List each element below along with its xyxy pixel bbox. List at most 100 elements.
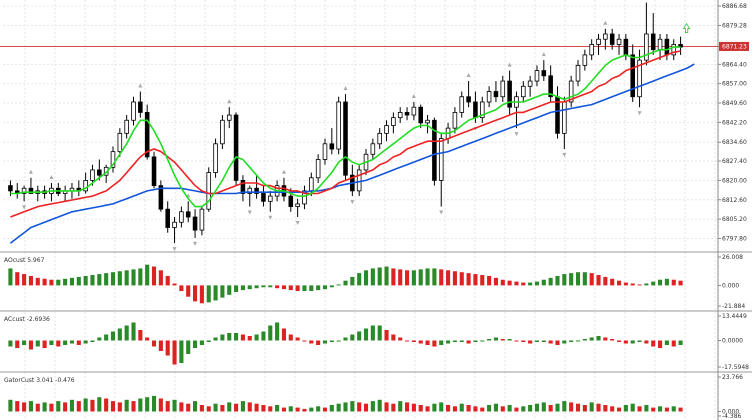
ac-histogram-bar [658,340,663,348]
candle-body [124,119,129,134]
gator-histogram-bar [582,405,587,412]
ao-histogram-bar [487,275,492,286]
ac-histogram-bar [83,340,88,344]
gator-histogram-bar [336,403,341,412]
candle-body [404,112,410,116]
price-axis: 6886.68 6879.28 6871.23 6864.40 6857.00 6849.… [718,3,749,420]
ao-histogram-bar [459,272,464,286]
candle-body [671,44,677,56]
ao-histogram-bar [42,278,47,286]
gator-histogram-bar [199,405,204,412]
candle-body [527,80,533,87]
ac-histogram-bar [459,340,464,342]
ao-histogram-bar [370,268,375,286]
indicator-axis-label: -4.386 [722,413,742,420]
gator-histogram-bar [514,407,519,412]
price-axis-label: 6842.20 [722,119,747,126]
gator-histogram-bar [473,406,478,412]
ac-histogram-bar [76,340,81,345]
candle-body [336,101,341,150]
ao-histogram-bar [425,268,430,286]
candle-body [151,156,157,187]
candle-body [473,101,478,119]
candle-body [192,216,198,231]
ao-histogram-bar [247,285,252,290]
candle-body [623,38,629,56]
gator-histogram-bar [630,403,635,412]
candle-body [384,125,389,134]
ao-histogram-bar [90,275,95,286]
candle-body [110,151,116,168]
ac-histogram-bar [644,340,649,344]
indicator-axis-label: 23.766 [722,374,743,381]
ac-histogram-bar [425,340,430,345]
candle-body [411,106,417,116]
candle-body [172,221,177,228]
ac-histogram-bar [500,339,505,341]
ao-histogram-bar [541,279,546,286]
candle-body [391,117,396,126]
ao-histogram-bar [343,280,348,286]
gator-histogram-bar [384,402,389,412]
gator-histogram-bar [227,402,232,412]
ac-histogram-bar [42,340,47,348]
ao-oscillator-panel: AOcust 5.967 [4,257,683,304]
fractal-up-marker [466,73,471,78]
ao-histogram-bar [275,285,280,289]
ao-histogram-bar [329,285,334,288]
gator-histogram-bar [309,407,314,412]
gator-histogram-bar [671,406,676,412]
gator-histogram-bar [487,405,492,412]
ac-histogram-bar [104,334,109,341]
ac-histogram-bar [514,340,519,342]
ac-histogram-bar [582,339,587,341]
candle-body [630,54,635,98]
indicator-title: AOcust 5.967 [4,257,45,264]
fractal-up-marker [227,99,232,104]
ao-histogram-bar [138,268,143,286]
ac-histogram-bar [432,340,437,347]
candle-body [165,208,170,228]
candle-body [240,180,246,194]
ac-histogram-bar [145,337,150,341]
buy-signal-arrow-icon [682,22,691,34]
candle-body [425,119,430,124]
gator-histogram-bar [534,403,540,412]
ac-histogram-bar [616,340,622,342]
ao-histogram-bar [357,273,362,286]
candle-body [521,85,526,98]
candle-body [568,80,574,103]
gator-histogram-bar [459,403,464,412]
ao-histogram-bar [199,285,204,304]
gator-histogram-bar [268,406,273,412]
ao-histogram-bar [411,270,416,286]
ac-histogram-bar [575,340,581,342]
gator-histogram-bar [234,403,239,412]
candle-body [657,38,663,51]
ac-histogram-bar [452,340,457,342]
gator-histogram-bar [658,406,663,412]
candle-body [329,143,335,150]
gator-histogram-bar [172,399,177,412]
ao-histogram-bar [616,280,622,286]
ao-histogram-bar [131,269,136,286]
gator-histogram-bar [391,403,396,412]
ao-histogram-bar [240,285,245,291]
ao-histogram-bar [35,277,40,286]
candle-body [644,33,649,61]
ac-histogram-bar [384,330,389,341]
ac-histogram-bar [411,340,416,342]
ao-histogram-bar [117,271,122,286]
ao-histogram-bar [186,285,191,297]
ao-histogram-bar [124,270,129,286]
ac-histogram-bar [151,340,157,347]
indicator-axis-label: -17.5948 [722,364,749,371]
ac-histogram-bar [281,328,287,341]
ac-histogram-bar [35,340,40,347]
ao-histogram-bar [404,270,410,286]
gator-histogram-bar [220,405,225,412]
ao-histogram-bar [83,275,88,286]
candle-body [315,159,321,179]
